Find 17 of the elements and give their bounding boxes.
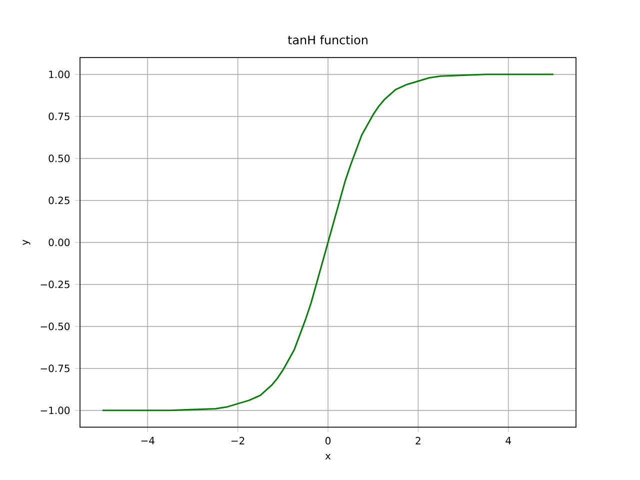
y-tick-label: −0.25 — [40, 280, 70, 288]
x-tick-label: 2 — [416, 436, 420, 444]
x-tick-label: −4 — [141, 436, 154, 444]
x-axis-title: x — [325, 454, 331, 460]
x-tick-label: −2 — [232, 436, 244, 444]
y-tick-label: −0.50 — [40, 322, 70, 330]
chart-title: tanH function — [288, 35, 368, 44]
x-tick-label: 0 — [325, 436, 331, 444]
y-tick-label: 0.25 — [48, 196, 70, 204]
y-tick-label: 1.00 — [49, 70, 70, 78]
x-tick-label: 4 — [506, 436, 511, 444]
y-tick-label: 0.75 — [48, 112, 70, 120]
y-tick-label: 0.50 — [48, 154, 70, 162]
y-tick-label: 0.00 — [48, 238, 70, 246]
y-tick-label: −1.00 — [40, 406, 70, 414]
y-tick-label: −0.75 — [40, 364, 70, 372]
y-axis-title: y — [22, 240, 30, 246]
